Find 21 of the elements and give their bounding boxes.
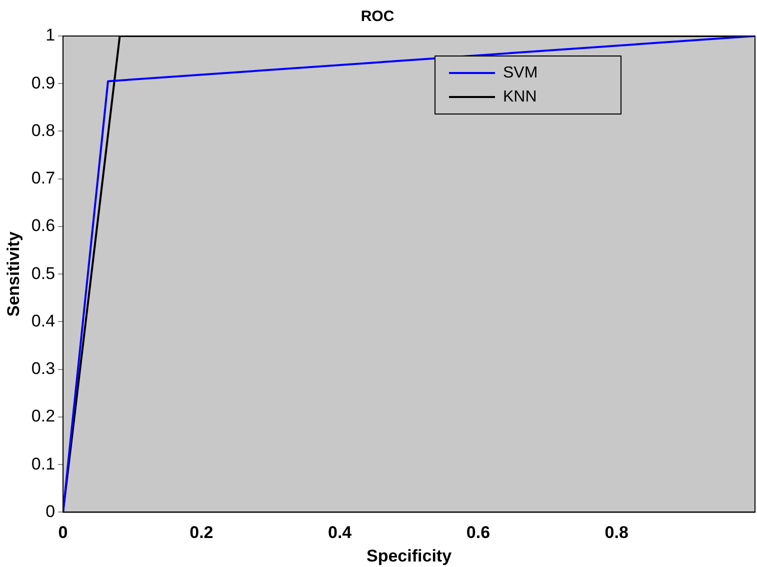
y-tick-label: 0.5 — [31, 264, 56, 283]
x-tick-label: 0.8 — [604, 523, 628, 542]
x-tick-label: 0.6 — [466, 523, 490, 542]
legend-label: SVM — [503, 64, 538, 82]
x-tick-label: 0.4 — [328, 523, 352, 542]
y-tick-label: 1 — [46, 26, 56, 45]
x-tick-label: 0.2 — [190, 523, 214, 542]
y-tick-label: 0.7 — [31, 168, 56, 188]
y-tick-label: 0.4 — [31, 311, 56, 330]
y-tick-label: 0.2 — [31, 406, 56, 426]
y-tick-label: 0.1 — [31, 454, 56, 474]
legend-label: KNN — [503, 88, 537, 106]
y-tick-label: 0.3 — [31, 359, 56, 378]
x-tick-label: 0 — [58, 523, 68, 542]
y-axis-title: Sensitivity — [4, 231, 23, 317]
y-tick-label: 0.9 — [31, 73, 56, 92]
y-tick-label: 0 — [46, 502, 56, 521]
x-axis-title: Specificity — [366, 546, 452, 566]
y-tick-label: 0.6 — [31, 216, 56, 236]
y-tick-label: 0.8 — [31, 120, 56, 140]
chart-title: ROC — [360, 8, 394, 26]
